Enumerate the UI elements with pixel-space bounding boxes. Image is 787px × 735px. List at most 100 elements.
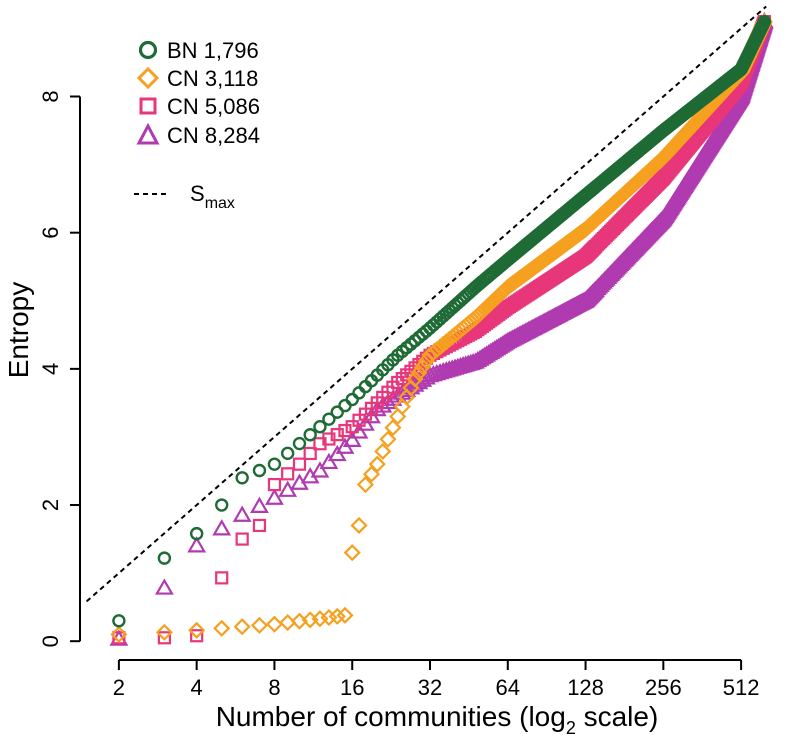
data-point: [157, 631, 171, 645]
legend-item-smax: Smax: [134, 181, 235, 212]
data-point: [189, 526, 204, 541]
legend-label-smax-sub: max: [205, 195, 235, 212]
legend-marker-triangle: [136, 122, 160, 145]
series-square: [112, 15, 771, 645]
legend-label-bn: BN 1,796: [167, 38, 259, 63]
legend-marker-circle: [138, 40, 158, 60]
data-point: [232, 505, 252, 522]
data-point: [303, 446, 317, 461]
data-point: [110, 625, 128, 643]
data-point: [414, 358, 432, 376]
y-tick-label: 0: [38, 635, 63, 647]
y-tick-label: 4: [38, 363, 63, 375]
data-point: [252, 463, 267, 478]
data-point: [345, 392, 359, 407]
data-point: [374, 442, 392, 460]
legend-item-cn-3118: CN 3,118: [136, 66, 258, 91]
x-tick-label: 16: [340, 675, 364, 700]
data-point: [313, 420, 327, 434]
y-axis-title: Entropy: [3, 282, 34, 379]
data-point: [213, 619, 231, 637]
y-tick-label: 2: [38, 499, 63, 511]
data-point: [379, 430, 397, 448]
smax-reference-line: [85, 5, 767, 603]
data-point: [212, 519, 232, 536]
legend-label-cn-8284: CN 8,284: [167, 123, 260, 148]
data-point: [267, 477, 282, 492]
data-point: [356, 476, 374, 494]
x-axis-title: Number of communities (log2 scale): [216, 701, 659, 735]
y-tick-label: 6: [38, 227, 63, 239]
data-point: [267, 457, 282, 471]
data-point: [112, 614, 126, 628]
data-point: [250, 616, 269, 634]
legend-item-cn-8284: CN 8,284: [136, 122, 260, 148]
x-tick-label: 4: [191, 675, 203, 700]
data-point: [319, 452, 339, 470]
data-point: [215, 571, 229, 585]
y-tick-label: 8: [38, 90, 63, 102]
data-point: [368, 455, 386, 473]
data-point: [330, 405, 344, 419]
data-point: [215, 498, 229, 512]
data-point: [342, 430, 362, 447]
data-point: [265, 615, 284, 633]
data-point: [292, 436, 307, 451]
data-point: [421, 346, 439, 364]
data-point: [757, 14, 772, 29]
data-point: [233, 618, 251, 636]
x-tick-label: 128: [567, 675, 604, 700]
legend-label-cn-3118: CN 3,118: [167, 66, 258, 91]
data-point: [338, 398, 352, 413]
data-point: [250, 496, 269, 513]
data-point: [320, 608, 338, 627]
legend-label-smax-main: S: [190, 181, 205, 206]
legend-marker-diamond: [136, 66, 160, 90]
legend-label-cn-5086: CN 5,086: [167, 94, 260, 119]
data-point: [362, 465, 381, 483]
data-point: [303, 428, 317, 442]
data-point: [336, 606, 354, 624]
data-point: [350, 516, 368, 535]
x-tick-label: 256: [645, 675, 682, 700]
x-tick-label: 2: [113, 675, 125, 700]
data-point: [322, 432, 336, 446]
data-point: [343, 544, 361, 562]
x-axis-title-tail: scale): [576, 701, 658, 732]
data-point: [155, 623, 173, 641]
data-point: [292, 457, 307, 471]
legend-item-bn: BN 1,796: [138, 38, 259, 63]
series-triangle: [109, 11, 774, 646]
x-tick-label: 8: [268, 675, 280, 700]
legend-marker-square: [139, 97, 157, 115]
data-point: [322, 412, 336, 426]
data-point: [154, 578, 174, 595]
legend-item-cn-5086: CN 5,086: [139, 94, 260, 119]
data-point: [280, 446, 295, 460]
data-point: [338, 423, 352, 438]
data-point: [190, 629, 204, 643]
data-point: [281, 467, 295, 481]
data-point: [328, 607, 346, 625]
data-point: [187, 536, 207, 553]
data-point: [235, 471, 249, 485]
x-tick-label: 64: [496, 675, 520, 700]
data-point: [252, 518, 267, 533]
x-tick-label: 32: [418, 675, 442, 700]
data-point: [410, 364, 428, 382]
series-circle: [112, 14, 772, 628]
data-point: [352, 386, 366, 400]
data-point: [311, 610, 329, 628]
data-point: [397, 380, 417, 398]
data-point: [406, 370, 424, 388]
legend: BN 1,796 CN 3,118 CN 5,086 CN 8,284 Smax: [134, 38, 260, 212]
data-point: [265, 488, 284, 505]
data-point: [188, 621, 206, 639]
data-point: [384, 419, 402, 437]
data-point: [157, 551, 172, 565]
data-point: [349, 422, 369, 439]
x-tick-label: 512: [723, 675, 760, 700]
x-axis-title-subscript: 2: [566, 718, 576, 735]
legend-label-smax: Smax: [190, 181, 235, 212]
